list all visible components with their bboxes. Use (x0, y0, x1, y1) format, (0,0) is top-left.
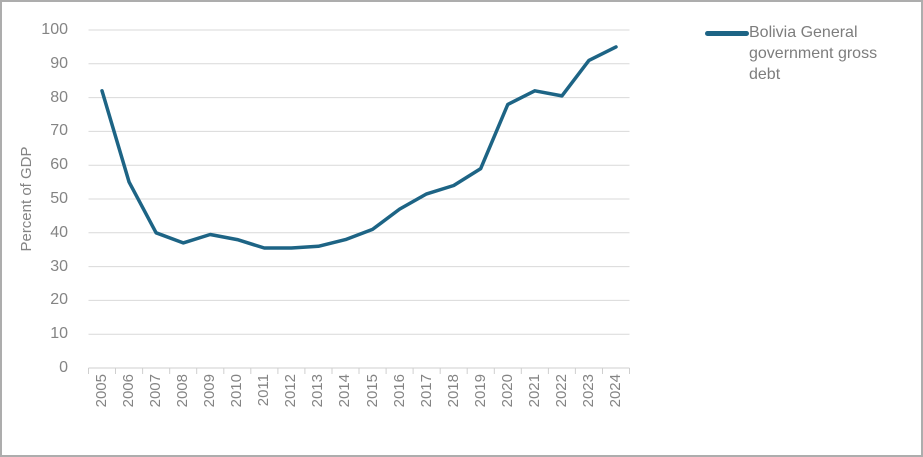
x-axis-tick-label: 2014 (336, 374, 354, 408)
y-axis-tick-label: 40 (50, 223, 68, 241)
x-axis-tick-label: 2013 (309, 374, 327, 408)
y-axis-tick-label: 70 (50, 122, 68, 140)
x-axis-tick-label: 2018 (444, 374, 462, 408)
x-axis-tick-label: 2019 (471, 374, 489, 408)
y-axis-tick-label: 60 (50, 156, 68, 174)
x-axis-tick-label: 2005 (93, 374, 111, 408)
x-axis-tick-label: 2017 (417, 374, 435, 408)
x-axis-tick-label: 2015 (363, 374, 381, 408)
x-axis-tick-label: 2011 (255, 374, 273, 407)
y-axis-tick-label: 90 (50, 54, 68, 72)
legend-line-swatch (705, 31, 749, 36)
x-axis-tick-label: 2024 (606, 374, 624, 408)
x-axis-tick-label: 2012 (282, 374, 300, 408)
x-axis-tick-label: 2023 (579, 374, 597, 408)
x-axis-tick-label: 2021 (525, 374, 543, 408)
x-axis-tick-label: 2020 (498, 374, 516, 408)
y-axis-tick-label: 50 (50, 190, 68, 207)
x-axis-tick-label: 2022 (552, 374, 570, 408)
x-axis-tick-label: 2006 (120, 374, 138, 408)
y-axis-tick-label: 100 (41, 21, 68, 38)
y-axis-tick-label: 30 (50, 257, 68, 275)
y-axis-title: Percent of GDP (18, 146, 35, 252)
y-axis-tick-label: 10 (50, 325, 68, 343)
x-axis-tick-label: 2010 (228, 374, 246, 408)
legend: Bolivia General government gross debt (705, 22, 899, 85)
legend-label: Bolivia General government gross debt (749, 24, 878, 83)
x-axis-tick-label: 2008 (174, 374, 192, 408)
x-axis-tick-label: 2007 (147, 374, 165, 408)
y-axis-tick-label: 0 (59, 359, 68, 376)
debt-line-series (100, 45, 618, 250)
x-axis-tick-label: 2009 (201, 374, 219, 408)
y-axis-tick-label: 80 (50, 88, 68, 106)
x-axis-tick-label: 2016 (390, 374, 408, 408)
y-axis-tick-label: 20 (50, 291, 68, 309)
